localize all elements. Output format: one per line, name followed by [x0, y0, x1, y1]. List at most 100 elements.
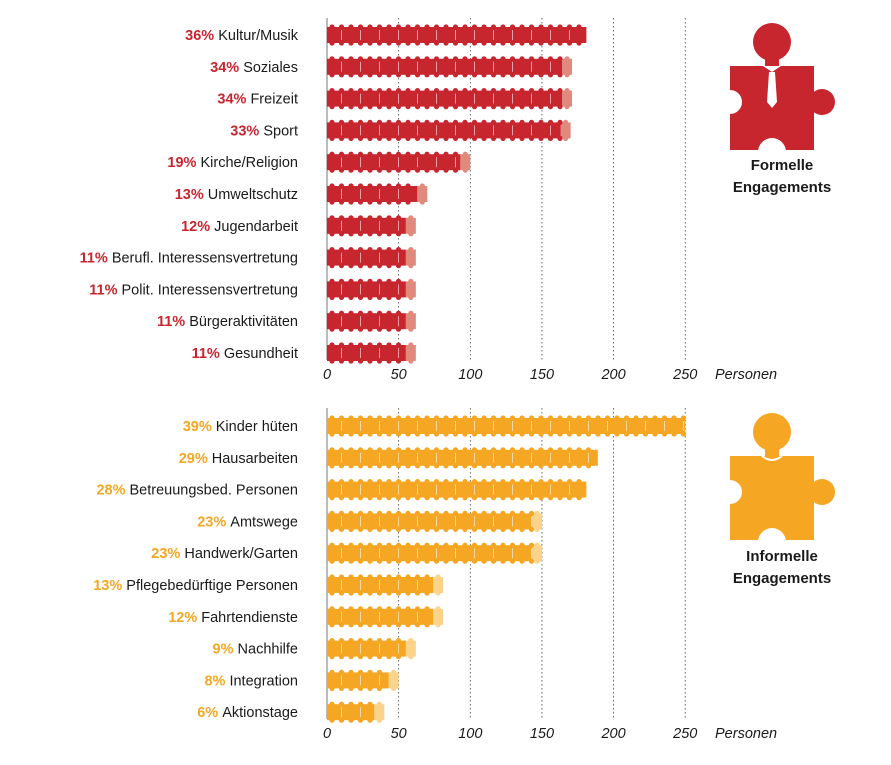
- x-tick-label: 150: [530, 367, 554, 383]
- bar-knob: [376, 167, 383, 173]
- bar-knob: [519, 542, 525, 548]
- bar-body: [405, 313, 416, 330]
- bar-knob: [481, 558, 487, 564]
- bar-knob: [376, 215, 383, 221]
- bar-knob: [557, 479, 563, 485]
- bar-knob: [367, 574, 373, 580]
- bar-knob: [391, 669, 397, 676]
- bar-knob: [405, 72, 411, 78]
- bar-knob: [519, 447, 525, 453]
- bar-knob: [408, 278, 414, 284]
- bar-knob: [357, 88, 364, 94]
- bar-knob: [680, 431, 687, 437]
- bar-knob: [481, 104, 487, 110]
- bar-knob: [557, 119, 563, 125]
- bar-knob: [367, 24, 373, 30]
- bar-knob: [538, 495, 544, 501]
- category-name: Integration: [229, 673, 298, 689]
- bar-knob: [557, 104, 563, 110]
- bar-knob: [462, 24, 468, 30]
- bar-knob: [357, 701, 364, 707]
- bar-body: [417, 186, 428, 202]
- bar-knob: [528, 447, 535, 453]
- bar-knob: [500, 495, 506, 501]
- bar-knob: [329, 72, 335, 78]
- bar-knob: [564, 72, 570, 78]
- bar-knob: [329, 119, 335, 125]
- bar-knob: [443, 526, 449, 533]
- bar-knob: [424, 463, 430, 469]
- bar-knob: [338, 606, 345, 612]
- bar-knob: [414, 88, 421, 94]
- bar-knob: [329, 463, 335, 469]
- bar-knob: [471, 463, 478, 469]
- bar-knob: [452, 151, 459, 157]
- bar-knob: [329, 183, 335, 189]
- bar-knob: [500, 119, 506, 125]
- bar-knob: [348, 685, 354, 692]
- bar-knob: [585, 431, 592, 437]
- bar-knob: [414, 56, 421, 62]
- bar-knob: [367, 40, 373, 46]
- bar-knob: [348, 669, 354, 676]
- bar-knob: [576, 431, 582, 437]
- bar-body: [327, 217, 406, 234]
- bar-knob: [395, 326, 402, 332]
- bar-knob: [357, 263, 364, 269]
- bar-knob: [357, 72, 364, 78]
- bar-knob: [357, 447, 364, 453]
- bar-knob: [481, 495, 487, 501]
- bar-knob: [386, 510, 392, 516]
- bar-knob: [538, 119, 544, 125]
- category-name: Soziales: [243, 60, 298, 76]
- category-name: Kirche/Religion: [200, 155, 298, 171]
- bar-knob: [509, 72, 516, 78]
- x-tick-label: 200: [600, 367, 625, 383]
- bar-knob: [547, 24, 554, 30]
- bar-knob: [419, 199, 425, 205]
- bar-knob: [557, 56, 563, 62]
- bar-knob: [408, 231, 414, 237]
- bar-knob: [405, 526, 411, 533]
- bar-knob: [452, 135, 459, 141]
- bar-knob: [395, 151, 402, 157]
- bar-knob: [348, 310, 354, 316]
- bar-knob: [433, 135, 440, 141]
- bar-knob: [367, 278, 373, 284]
- bar-knob: [424, 574, 430, 580]
- bar-knob: [386, 415, 392, 421]
- bar-knob: [338, 510, 345, 516]
- bar-body: [327, 608, 434, 625]
- bar-knob: [414, 167, 421, 173]
- bar-knob: [357, 119, 364, 125]
- bar-knob: [386, 310, 392, 316]
- bar-knob: [424, 542, 430, 548]
- bar-knob: [386, 326, 392, 332]
- bar-knob: [338, 447, 345, 453]
- bar-knob: [471, 558, 478, 564]
- bar-knob: [386, 151, 392, 157]
- bar-knob: [338, 717, 345, 723]
- bar-knob: [376, 701, 382, 707]
- bar-knob: [338, 326, 345, 332]
- bar-knob: [443, 119, 449, 125]
- bar-knob: [338, 358, 345, 364]
- bar-knob: [348, 606, 354, 612]
- bar-knob: [452, 463, 459, 469]
- bar-knob: [424, 72, 430, 78]
- bar-knob: [509, 431, 516, 437]
- bar-knob: [357, 199, 364, 205]
- bar-knob: [443, 167, 449, 173]
- category-name: Pflegebedürftige Personen: [126, 578, 298, 594]
- bar-knob: [405, 431, 411, 437]
- bar-knob: [357, 510, 364, 516]
- bar-knob: [376, 510, 383, 516]
- bar-knob: [329, 40, 335, 46]
- bar-body: [327, 513, 532, 530]
- bar-knob: [414, 526, 421, 533]
- bar-knob: [500, 463, 506, 469]
- bar-knob: [386, 622, 392, 628]
- bar-knob: [348, 72, 354, 78]
- bar-knob: [376, 622, 383, 628]
- bar-knob: [490, 479, 497, 485]
